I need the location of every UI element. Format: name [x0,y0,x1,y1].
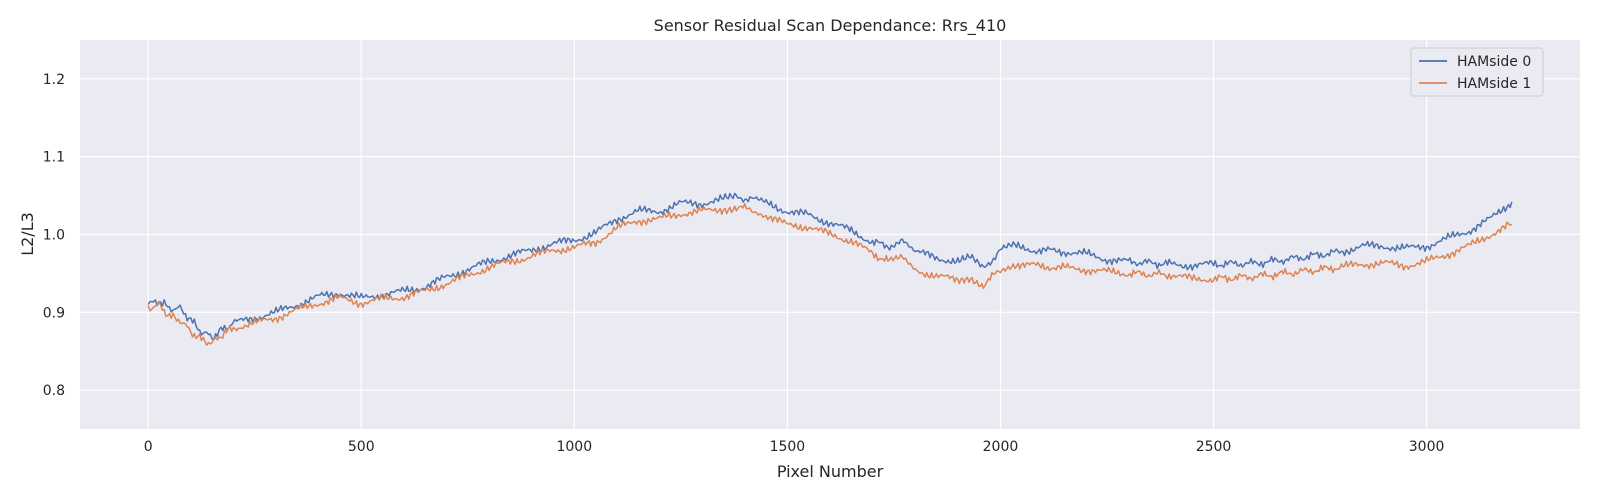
x-tick-label: 3000 [1409,439,1445,455]
y-axis-title: L2/L3 [18,212,37,256]
x-tick-label: 0 [144,439,153,455]
x-tick-label: 1500 [770,439,806,455]
x-tick-label: 2000 [983,439,1019,455]
legend-label: HAMside 1 [1457,76,1531,92]
y-tick-labels: 0.8 0.9 1.0 1.1 1.2 [43,72,65,399]
legend: HAMside 0 HAMside 1 [1410,47,1544,97]
x-tick-labels: 0 500 1000 1500 2000 2500 3000 [144,439,1445,455]
x-tick-label: 1000 [556,439,592,455]
chart-title: Sensor Residual Scan Dependance: Rrs_410 [654,16,1007,36]
grid-lines [80,40,1580,429]
x-tick-label: 500 [348,439,375,455]
x-axis-title: Pixel Number [777,462,884,481]
legend-label: HAMside 0 [1457,54,1531,70]
y-tick-label: 0.8 [43,383,65,399]
y-tick-label: 1.1 [43,150,65,166]
series-lines [147,192,1513,346]
series-line-hamside-1 [147,202,1513,346]
y-tick-label: 0.9 [43,305,65,321]
legend-box [1410,47,1544,97]
y-tick-label: 1.0 [43,228,65,244]
x-tick-label: 2500 [1196,439,1232,455]
y-tick-label: 1.2 [43,72,65,88]
